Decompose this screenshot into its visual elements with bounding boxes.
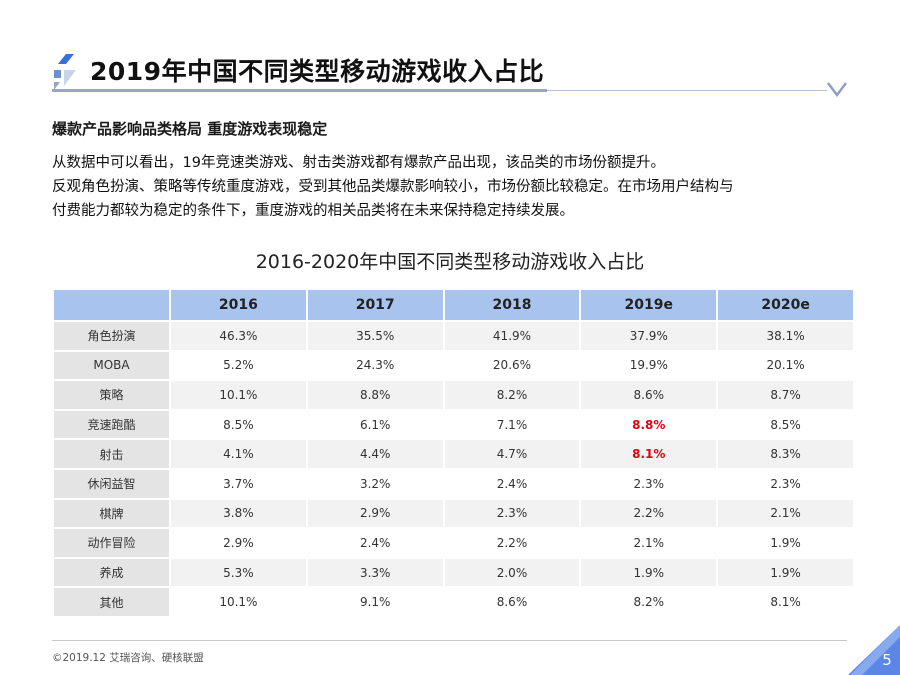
row-label: 其他 <box>54 588 169 616</box>
table-cell: 2.9% <box>171 529 306 557</box>
body-text: 从数据中可以看出，19年竞速类游戏、射击类游戏都有爆款产品出现，该品类的市场份额… <box>52 151 852 223</box>
table-row: 竞速跑酷 8.5% 6.1% 7.1% 8.8% 8.5% <box>54 410 853 439</box>
table-row: 射击 4.1% 4.4% 4.7% 8.1% 8.3% <box>54 440 853 468</box>
footer-source: ©2019.12 艾瑞咨询、硬核联盟 <box>52 652 204 664</box>
row-label: MOBA <box>54 351 169 380</box>
table-caption: 2016-2020年中国不同类型移动游戏收入占比 <box>255 251 645 273</box>
table-cell: 35.5% <box>307 322 443 350</box>
table-cell: 3.7% <box>171 469 306 498</box>
row-label: 竞速跑酷 <box>54 410 169 439</box>
table-cell: 3.2% <box>307 469 443 498</box>
table-row: MOBA 5.2% 24.3% 20.6% 19.9% 20.1% <box>54 351 853 380</box>
table-cell: 8.3% <box>718 440 853 468</box>
row-label: 休闲益智 <box>54 469 169 498</box>
title-rule <box>52 89 847 92</box>
table-cell: 10.1% <box>171 588 306 616</box>
table-cell: 1.9% <box>718 558 853 587</box>
body-line: 反观角色扮演、策略等传统重度游戏，受到其他品类爆款影响较小，市场份额比较稳定。在… <box>52 179 734 195</box>
column-header: 2016 <box>171 290 306 320</box>
table-cell: 24.3% <box>307 351 443 380</box>
table-cell: 2.3% <box>444 499 580 528</box>
table-cell: 2.3% <box>581 469 717 498</box>
table-cell: 8.6% <box>581 381 717 409</box>
page-number: 5 <box>882 651 892 669</box>
table-cell: 38.1% <box>718 322 853 350</box>
table-cell: 8.8% <box>307 381 443 409</box>
table-cell: 4.7% <box>444 440 580 468</box>
row-label: 养成 <box>54 558 169 587</box>
table-row: 策略 10.1% 8.8% 8.2% 8.6% 8.7% <box>54 381 853 409</box>
table-cell: 8.2% <box>581 588 717 616</box>
table-cell: 8.5% <box>171 410 306 439</box>
table-cell: 2.4% <box>307 529 443 557</box>
row-label: 策略 <box>54 381 169 409</box>
table-row: 休闲益智 3.7% 3.2% 2.4% 2.3% 2.3% <box>54 469 853 498</box>
table-cell: 20.6% <box>444 351 580 380</box>
table-cell: 8.5% <box>718 410 853 439</box>
logo-mark-icon <box>54 54 76 90</box>
table-cell: 8.6% <box>444 588 580 616</box>
table-cell: 8.1% <box>718 588 853 616</box>
table-cell: 4.1% <box>171 440 306 468</box>
table-cell: 37.9% <box>581 322 717 350</box>
table-cell: 2.2% <box>444 529 580 557</box>
column-header: 2020e <box>718 290 853 320</box>
table-cell: 2.3% <box>718 469 853 498</box>
table-cell: 6.1% <box>307 410 443 439</box>
body-line: 从数据中可以看出，19年竞速类游戏、射击类游戏都有爆款产品出现，该品类的市场份额… <box>52 155 665 171</box>
row-label: 棋牌 <box>54 499 169 528</box>
table-cell: 9.1% <box>307 588 443 616</box>
table-cell: 8.8% <box>581 410 717 439</box>
table-cell: 8.2% <box>444 381 580 409</box>
body-line: 付费能力都较为稳定的条件下，重度游戏的相关品类将在未来保持稳定持续发展。 <box>52 203 574 219</box>
row-label: 角色扮演 <box>54 322 169 350</box>
table-header-row: 2016 2017 2018 2019e 2020e <box>54 290 853 320</box>
table-cell: 41.9% <box>444 322 580 350</box>
section-subtitle: 爆款产品影响品类格局 重度游戏表现稳定 <box>52 120 328 138</box>
table-cell: 2.4% <box>444 469 580 498</box>
table-cell: 2.0% <box>444 558 580 587</box>
table-cell: 2.2% <box>581 499 717 528</box>
table-cell: 4.4% <box>307 440 443 468</box>
table-cell: 20.1% <box>718 351 853 380</box>
table-cell: 3.3% <box>307 558 443 587</box>
table-cell: 1.9% <box>581 558 717 587</box>
chevron-down-icon <box>827 82 847 98</box>
table-row: 角色扮演 46.3% 35.5% 41.9% 37.9% 38.1% <box>54 322 853 350</box>
row-label: 动作冒险 <box>54 529 169 557</box>
column-header: 2018 <box>444 290 580 320</box>
table-cell: 46.3% <box>171 322 306 350</box>
table-cell: 5.3% <box>171 558 306 587</box>
table-cell: 7.1% <box>444 410 580 439</box>
row-label: 射击 <box>54 440 169 468</box>
column-header: 2019e <box>581 290 717 320</box>
page-title: 2019年中国不同类型移动游戏收入占比 <box>90 57 545 86</box>
table-cell: 3.8% <box>171 499 306 528</box>
table-cell: 8.7% <box>718 381 853 409</box>
table-cell: 19.9% <box>581 351 717 380</box>
table-cell: 10.1% <box>171 381 306 409</box>
footer-rule <box>52 640 847 641</box>
corner-decoration <box>848 625 900 675</box>
header-corner <box>54 290 169 320</box>
table-cell: 2.9% <box>307 499 443 528</box>
table-row: 棋牌 3.8% 2.9% 2.3% 2.2% 2.1% <box>54 499 853 528</box>
table-row: 动作冒险 2.9% 2.4% 2.2% 2.1% 1.9% <box>54 529 853 557</box>
table-cell: 2.1% <box>581 529 717 557</box>
table-cell: 2.1% <box>718 499 853 528</box>
revenue-share-table: 2016 2017 2018 2019e 2020e 角色扮演 46.3% 35.5… <box>52 288 855 618</box>
table-row: 其他 10.1% 9.1% 8.6% 8.2% 8.1% <box>54 588 853 616</box>
table-cell: 8.1% <box>581 440 717 468</box>
table-cell: 1.9% <box>718 529 853 557</box>
column-header: 2017 <box>307 290 443 320</box>
table-cell: 5.2% <box>171 351 306 380</box>
table-row: 养成 5.3% 3.3% 2.0% 1.9% 1.9% <box>54 558 853 587</box>
